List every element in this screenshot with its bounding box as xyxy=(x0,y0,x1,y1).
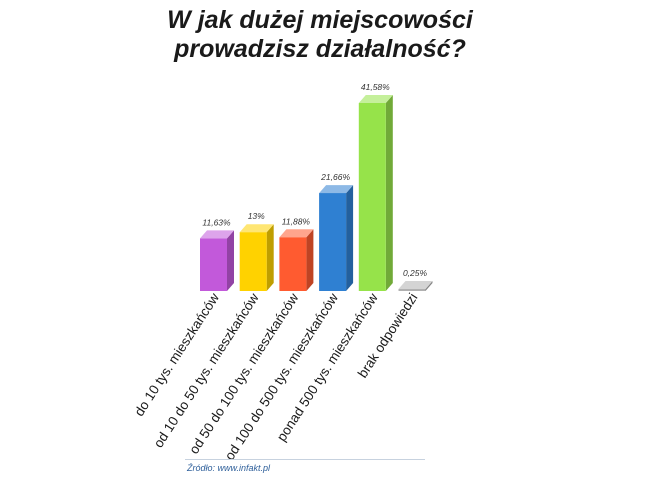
bar-front xyxy=(279,237,307,291)
value-label: 41,58% xyxy=(361,82,390,92)
source-note: Źródło: www.infakt.pl xyxy=(187,463,271,473)
bar-side xyxy=(385,95,393,291)
value-labels-group: 11,63% 13% 11,88% 21,66% 41,58% 0,25% xyxy=(202,82,427,278)
bar-front xyxy=(200,238,227,291)
bar-front xyxy=(398,289,426,291)
bar xyxy=(239,224,274,291)
bar xyxy=(200,230,234,291)
bar xyxy=(319,185,354,291)
value-label: 13% xyxy=(248,211,265,221)
chart-title: W jak dużej miejscowości prowadzisz dzia… xyxy=(150,6,490,64)
bar-top xyxy=(279,229,314,238)
bar xyxy=(358,95,393,291)
bar-front xyxy=(239,232,267,291)
bar xyxy=(398,281,433,291)
chart-title-line-2: prowadzisz działalność? xyxy=(174,35,466,63)
bar-side xyxy=(266,224,274,291)
chart-title-line-1: W jak dużej miejscowości xyxy=(167,6,473,34)
bar-side xyxy=(306,229,314,291)
bars-group xyxy=(200,95,433,291)
value-label: 0,25% xyxy=(403,268,428,278)
value-label: 21,66% xyxy=(320,172,350,182)
bar-side xyxy=(227,230,234,291)
bar xyxy=(279,229,314,291)
bar-top xyxy=(398,281,433,289)
bar-side xyxy=(425,281,433,291)
bar-top xyxy=(358,95,393,103)
value-label: 11,88% xyxy=(282,216,311,226)
value-label: 11,63% xyxy=(202,217,231,227)
bar-top xyxy=(200,230,234,239)
bar-side xyxy=(346,185,354,291)
bar-top xyxy=(239,224,274,233)
source-divider xyxy=(185,459,425,460)
bar-top xyxy=(319,185,354,194)
bar-front xyxy=(358,103,386,291)
bar-front xyxy=(319,193,347,291)
